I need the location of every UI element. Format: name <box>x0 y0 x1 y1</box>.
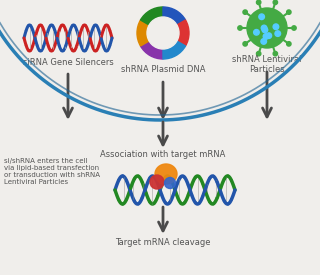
Circle shape <box>243 10 247 14</box>
Circle shape <box>263 34 269 39</box>
Circle shape <box>256 51 261 56</box>
Text: shRNA Lentiviral
Particles: shRNA Lentiviral Particles <box>232 55 302 75</box>
Circle shape <box>273 0 277 4</box>
Circle shape <box>256 0 261 4</box>
Circle shape <box>243 42 247 46</box>
Circle shape <box>273 51 277 56</box>
Ellipse shape <box>150 175 164 189</box>
Text: siRNA Gene Silencers: siRNA Gene Silencers <box>23 58 113 67</box>
Circle shape <box>261 25 267 31</box>
Circle shape <box>147 17 179 49</box>
Wedge shape <box>177 20 189 46</box>
Text: si/shRNA enters the cell
via lipid-based transfection
or transduction with shRNA: si/shRNA enters the cell via lipid-based… <box>4 158 100 185</box>
Circle shape <box>292 26 296 30</box>
Circle shape <box>238 26 242 30</box>
Circle shape <box>275 31 281 36</box>
Circle shape <box>259 14 264 20</box>
Circle shape <box>247 8 287 48</box>
Wedge shape <box>140 41 163 59</box>
Text: shRNA Plasmid DNA: shRNA Plasmid DNA <box>121 65 205 74</box>
Circle shape <box>262 27 268 33</box>
Circle shape <box>287 42 291 46</box>
Ellipse shape <box>155 164 177 184</box>
Circle shape <box>273 24 279 29</box>
Wedge shape <box>137 20 149 46</box>
Wedge shape <box>140 7 163 25</box>
Wedge shape <box>163 41 186 59</box>
Circle shape <box>287 10 291 14</box>
Text: Target mRNA cleavage: Target mRNA cleavage <box>115 238 211 247</box>
Text: Association with target mRNA: Association with target mRNA <box>100 150 226 159</box>
Ellipse shape <box>164 177 175 188</box>
Circle shape <box>261 39 267 44</box>
Wedge shape <box>163 7 186 25</box>
Circle shape <box>266 33 272 39</box>
Circle shape <box>254 29 259 35</box>
